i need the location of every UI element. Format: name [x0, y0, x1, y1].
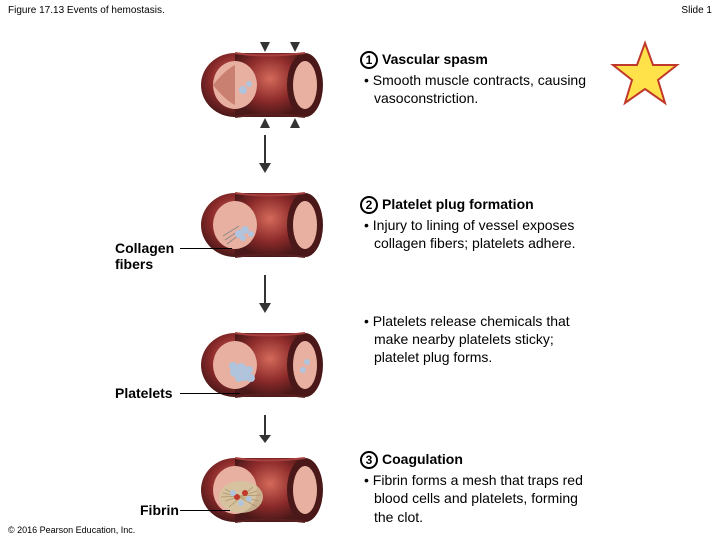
step2-text-a: 2Platelet plug formation • Injury to lin… [360, 195, 590, 253]
slide-number: Slide 1 [681, 5, 712, 16]
copyright-text: © 2016 Pearson Education, Inc. [8, 525, 135, 535]
step2-title: Platelet plug formation [382, 196, 534, 212]
platelets-label: Platelets [115, 385, 173, 401]
vessel-step2b [195, 320, 335, 410]
platelets-leader [180, 393, 240, 394]
step1-bullet1: • Smooth muscle contracts, causing vasoc… [360, 71, 590, 107]
step1-text: 1Vascular spasm • Smooth muscle contract… [360, 50, 590, 108]
figure-title: Figure 17.13 Events of hemostasis. [8, 5, 165, 16]
vessel-step3 [195, 445, 335, 535]
fibrin-leader [180, 510, 230, 511]
step3-num: 3 [360, 451, 378, 469]
step3-title: Coagulation [382, 451, 463, 467]
step3-bullet1: • Fibrin forms a mesh that traps red blo… [360, 471, 590, 526]
vessel-step2a [195, 180, 335, 270]
step3-text: 3Coagulation • Fibrin forms a mesh that … [360, 450, 590, 526]
arrow-2a-2b [255, 275, 275, 315]
collagen-leader [180, 248, 232, 249]
step2-bullet1: • Injury to lining of vessel exposes col… [360, 216, 590, 252]
step2-bullet2: • Platelets release chemicals that make … [360, 312, 590, 367]
step1-num: 1 [360, 51, 378, 69]
arrow-1-2 [255, 135, 275, 175]
vessel-step1 [195, 40, 335, 130]
arrow-2b-3 [255, 415, 275, 445]
step1-title: Vascular spasm [382, 51, 488, 67]
collagen-label: Collagen fibers [115, 240, 185, 272]
step2-num: 2 [360, 196, 378, 214]
step2-text-b: • Platelets release chemicals that make … [360, 310, 590, 367]
star-icon [610, 40, 680, 110]
fibrin-label: Fibrin [140, 502, 179, 518]
